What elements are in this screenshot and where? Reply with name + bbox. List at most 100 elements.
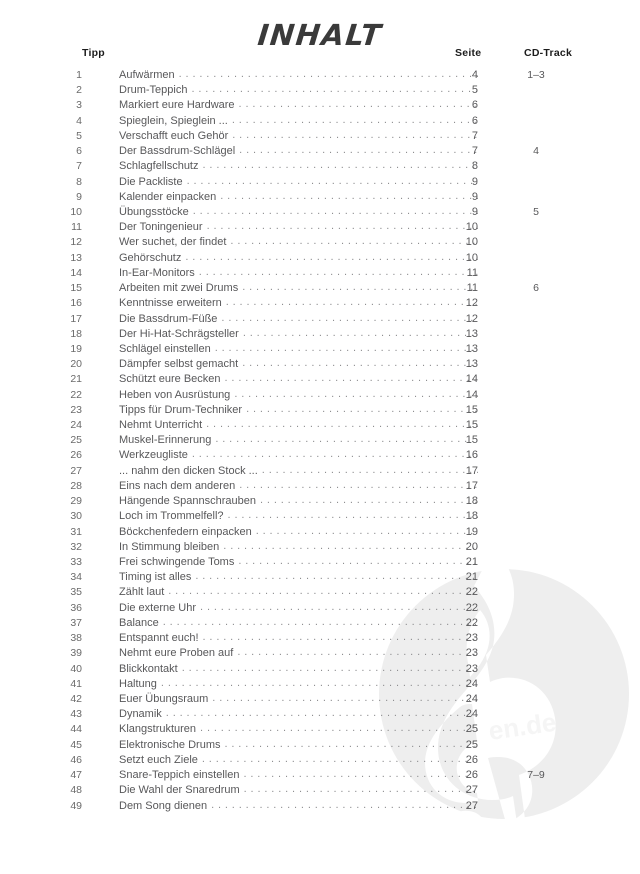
toc-entry-row[interactable]: 1 Aufwärmen 4 1–3	[0, 68, 640, 83]
toc-entry-row[interactable]: 42 Euer Übungsraum 24	[0, 692, 640, 707]
toc-entry-title: Kenntnisse erweitern	[119, 297, 222, 310]
toc-entry-page-number: 25	[465, 723, 478, 736]
toc-entry-row[interactable]: 6 Der Bassdrum-Schlägel 7 4	[0, 144, 640, 159]
toc-entry-row[interactable]: 14 In-Ear-Monitors 11	[0, 266, 640, 281]
toc-leader-dots	[242, 357, 478, 367]
toc-entry-row[interactable]: 31 Böckchenfedern einpacken 19	[0, 525, 640, 540]
toc-entry-row[interactable]: 30 Loch im Trommelfell? 18	[0, 509, 640, 524]
toc-entry-title-leader: Kalender einpacken	[119, 190, 478, 205]
toc-entry-row[interactable]: 21 Schützt eure Becken 14	[0, 372, 640, 387]
toc-entry-row[interactable]: 13 Gehörschutz 10	[0, 251, 640, 266]
toc-entry-page-number: 10	[465, 221, 478, 234]
toc-entry-row[interactable]: 29 Hängende Spannschrauben 18	[0, 494, 640, 509]
toc-leader-dots	[166, 707, 478, 717]
toc-entry-title: Zählt laut	[119, 586, 165, 599]
toc-leader-dots	[207, 220, 478, 230]
toc-entry-row[interactable]: 11 Der Toningenieur 10	[0, 220, 640, 235]
toc-entry-row[interactable]: 25 Muskel-Erinnerung 15	[0, 433, 640, 448]
toc-entry-page-number: 8	[471, 160, 478, 173]
toc-entry-number: 42	[70, 692, 82, 705]
toc-entry-number: 36	[70, 601, 82, 614]
toc-entry-row[interactable]: 4 Spieglein, Spieglein ... 6	[0, 114, 640, 129]
toc-entry-page-number: 22	[465, 601, 478, 614]
toc-entry-page-number: 13	[465, 327, 478, 340]
toc-entry-title: Kalender einpacken	[119, 190, 217, 203]
toc-entry-row[interactable]: 44 Klangstrukturen 25	[0, 722, 640, 737]
toc-entry-number: 47	[70, 769, 82, 782]
toc-entry-row[interactable]: 45 Elektronische Drums 25	[0, 738, 640, 753]
toc-entry-title-leader: Snare-Teppich einstellen	[119, 768, 478, 783]
toc-entry-title-leader: Aufwärmen	[119, 68, 478, 83]
toc-entry-number: 24	[70, 419, 82, 432]
toc-leader-dots	[234, 388, 478, 398]
toc-entry-title-leader: Markiert eure Hardware	[119, 98, 478, 113]
toc-entry-title: Nehmt Unterricht	[119, 419, 203, 432]
toc-entry-title: Der Bassdrum-Schlägel	[119, 145, 236, 158]
toc-entry-row[interactable]: 39 Nehmt eure Proben auf 23	[0, 646, 640, 661]
toc-entry-row[interactable]: 37 Balance 22	[0, 616, 640, 631]
toc-column-headers: Tipp Seite CD-Track	[0, 47, 640, 64]
toc-leader-dots	[239, 98, 478, 108]
toc-entry-number: 22	[70, 388, 82, 401]
toc-entry-number: 4	[76, 114, 82, 127]
toc-entry-row[interactable]: 5 Verschafft euch Gehör 7	[0, 129, 640, 144]
toc-entry-title-leader: Die externe Uhr	[119, 601, 478, 616]
toc-entry-row[interactable]: 12 Wer suchet, der findet 10	[0, 235, 640, 250]
toc-entry-row[interactable]: 48 Die Wahl der Snaredrum 27	[0, 783, 640, 798]
toc-entry-row[interactable]: 35 Zählt laut 22	[0, 585, 640, 600]
toc-entry-row[interactable]: 28 Eins nach dem anderen 17	[0, 479, 640, 494]
toc-entry-row[interactable]: 15 Arbeiten mit zwei Drums 11 6	[0, 281, 640, 296]
toc-entry-title-leader: In-Ear-Monitors	[119, 266, 478, 281]
toc-entry-row[interactable]: 23 Tipps für Drum-Techniker 15	[0, 403, 640, 418]
toc-entry-page-number: 21	[465, 556, 478, 568]
toc-entry-row[interactable]: 9 Kalender einpacken 9	[0, 190, 640, 205]
toc-entry-number: 28	[70, 479, 82, 492]
toc-entry-row[interactable]: 27 ... nahm den dicken Stock ... 17	[0, 464, 640, 479]
toc-entry-title: Klangstrukturen	[119, 723, 197, 736]
toc-entry-row[interactable]: 34 Timing ist alles 21	[0, 570, 640, 585]
toc-entry-row[interactable]: 20 Dämpfer selbst gemacht 13	[0, 357, 640, 372]
toc-entry-title: Der Toningenieur	[119, 221, 203, 234]
toc-entry-page-number: 10	[465, 236, 478, 249]
toc-entry-row[interactable]: 46 Setzt euch Ziele 26	[0, 753, 640, 768]
toc-entry-row[interactable]: 17 Die Bassdrum-Füße 12	[0, 312, 640, 327]
toc-entry-title-leader: Schlägel einstellen	[119, 342, 478, 357]
toc-entry-title-leader: Drum-Teppich	[119, 83, 478, 98]
toc-entry-number: 25	[70, 434, 82, 447]
toc-entry-row[interactable]: 10 Übungsstöcke 9 5	[0, 205, 640, 220]
toc-entry-row[interactable]: 8 Die Packliste 9	[0, 175, 640, 190]
toc-entry-title-leader: Muskel-Erinnerung	[119, 433, 478, 448]
toc-entry-row[interactable]: 2 Drum-Teppich 5	[0, 83, 640, 98]
toc-entry-row[interactable]: 22 Heben von Ausrüstung 14	[0, 388, 640, 403]
toc-entry-row[interactable]: 38 Entspannt euch! 23	[0, 631, 640, 646]
toc-entry-row[interactable]: 26 Werkzeugliste 16	[0, 448, 640, 463]
toc-entry-row[interactable]: 18 Der Hi-Hat-Schrägsteller 13	[0, 327, 640, 342]
toc-entry-row[interactable]: 24 Nehmt Unterricht 15	[0, 418, 640, 433]
column-header-seite: Seite	[455, 47, 482, 59]
toc-entry-row[interactable]: 36 Die externe Uhr 22	[0, 601, 640, 616]
toc-entry-title: Eins nach dem anderen	[119, 479, 236, 492]
toc-entry-row[interactable]: 7 Schlagfellschutz 8	[0, 159, 640, 174]
toc-entry-row[interactable]: 19 Schlägel einstellen 13	[0, 342, 640, 357]
toc-leader-dots	[182, 662, 478, 672]
toc-entry-row[interactable]: 47 Snare-Teppich einstellen 26 7–9	[0, 768, 640, 783]
toc-entry-row[interactable]: 16 Kenntnisse erweitern 12	[0, 296, 640, 311]
toc-entry-row[interactable]: 43 Dynamik 24	[0, 707, 640, 722]
toc-entry-row[interactable]: 32 In Stimmung bleiben 20	[0, 540, 640, 555]
toc-entry-number: 5	[76, 129, 82, 142]
toc-entry-title-leader: Der Hi-Hat-Schrägsteller	[119, 327, 478, 342]
toc-entry-title: Die Wahl der Snaredrum	[119, 784, 240, 797]
toc-entry-row[interactable]: 41 Haltung 24	[0, 677, 640, 692]
toc-entry-row[interactable]: 40 Blickkontakt 23	[0, 662, 640, 677]
toc-entry-row[interactable]: 33 Frei schwingende Toms 21	[0, 555, 640, 570]
toc-leader-dots	[232, 129, 478, 139]
toc-entry-title: Dynamik	[119, 708, 162, 721]
toc-entry-title: Wer suchet, der findet	[119, 236, 227, 249]
toc-entry-title-leader: Dämpfer selbst gemacht	[119, 357, 478, 372]
toc-entry-row[interactable]: 49 Dem Song dienen 27	[0, 799, 640, 814]
toc-entry-number: 43	[70, 708, 82, 721]
toc-entry-title: Elektronische Drums	[119, 738, 221, 751]
toc-entry-page-number: 10	[465, 251, 478, 264]
toc-entry-row[interactable]: 3 Markiert eure Hardware 6	[0, 98, 640, 113]
toc-entry-page-number: 6	[471, 99, 478, 112]
